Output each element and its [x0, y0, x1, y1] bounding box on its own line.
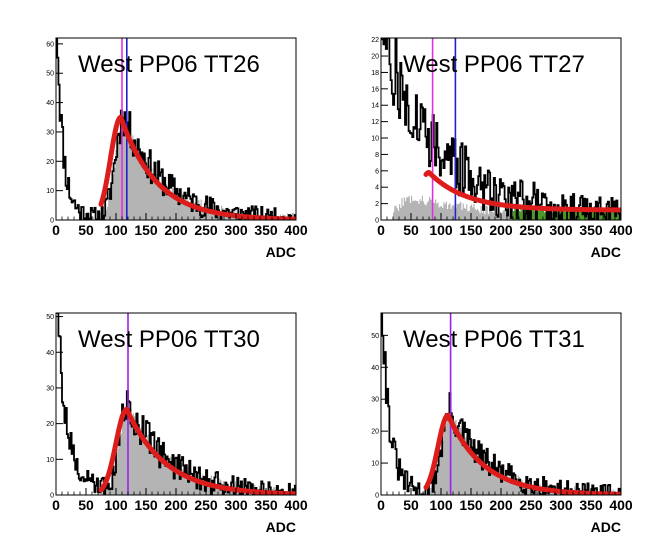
- fit-curve: [98, 406, 296, 495]
- x-tick-label: 350: [579, 497, 603, 513]
- y-tick-label: 20: [46, 159, 54, 166]
- x-tick-label: 50: [78, 222, 94, 238]
- y-tick-label: 20: [371, 54, 379, 61]
- y-tick-label: 2: [375, 201, 379, 208]
- y-tick-label: 40: [371, 365, 379, 372]
- y-tick-label: 0: [50, 218, 54, 225]
- y-tick-label: 50: [46, 71, 54, 78]
- x-tick-label: 350: [254, 222, 278, 238]
- y-tick-label: 20: [371, 429, 379, 436]
- panel-title: West PP06 TT31: [403, 326, 585, 353]
- x-tick-label: 400: [609, 497, 633, 513]
- y-tick-label: 0: [375, 218, 379, 225]
- y-tick-label: 40: [46, 350, 54, 357]
- x-tick-label: 50: [403, 222, 419, 238]
- x-tick-label: 350: [254, 497, 278, 513]
- y-tick-label: 10: [371, 136, 379, 143]
- x-tick-label: 250: [194, 222, 218, 238]
- y-tick-label: 10: [371, 461, 379, 468]
- x-tick-label: 300: [224, 497, 248, 513]
- y-tick-label: 12: [371, 119, 379, 126]
- x-tick-label: 100: [429, 497, 453, 513]
- x-tick-label: 400: [609, 222, 633, 238]
- x-tick-label: 400: [284, 497, 308, 513]
- y-tick-label: 8: [375, 152, 379, 159]
- x-tick-label: 200: [489, 497, 513, 513]
- y-tick-label: 50: [46, 314, 54, 321]
- x-tick-label: 0: [377, 497, 385, 513]
- y-tick-label: 18: [371, 70, 379, 77]
- x-tick-label: 100: [104, 222, 128, 238]
- x-tick-label: 250: [194, 497, 218, 513]
- panel-title: West PP06 TT30: [78, 326, 260, 353]
- x-tick-label: 300: [549, 222, 573, 238]
- fit-curve: [423, 412, 621, 495]
- panel-tt27: 0 50 100 150 200 250 300 350 400 0 2 4 6 8 10 12 14 16 18 2…: [371, 37, 633, 260]
- fit-curve: [98, 114, 296, 220]
- x-tick-label: 150: [134, 222, 158, 238]
- x-tick-label: 150: [459, 222, 483, 238]
- x-tick-label: 250: [519, 497, 543, 513]
- y-tick-label: 22: [371, 37, 379, 44]
- y-tick-label: 10: [46, 188, 54, 195]
- x-tick-label: 50: [78, 497, 94, 513]
- y-tick-label: 30: [46, 129, 54, 136]
- filled-spectrum: [89, 116, 296, 220]
- x-tick-label: 200: [164, 222, 188, 238]
- x-axis-label: ADC: [266, 244, 296, 260]
- x-tick-label: 250: [519, 222, 543, 238]
- x-tick-label: 200: [164, 497, 188, 513]
- x-axis-label: ADC: [591, 244, 621, 260]
- y-tick-label: 4: [375, 185, 379, 192]
- x-tick-label: 0: [52, 497, 60, 513]
- y-tick-label: 30: [46, 385, 54, 392]
- x-tick-label: 150: [134, 497, 158, 513]
- filled-spectrum: [415, 411, 621, 495]
- y-tick-label: 10: [46, 457, 54, 464]
- x-tick-label: 300: [549, 497, 573, 513]
- y-tick-label: 60: [46, 41, 54, 48]
- x-tick-label: 200: [489, 222, 513, 238]
- y-tick-label: 40: [46, 100, 54, 107]
- x-tick-label: 100: [429, 222, 453, 238]
- x-tick-label: 0: [377, 222, 385, 238]
- x-tick-label: 50: [403, 497, 419, 513]
- y-tick-label: 50: [371, 333, 379, 340]
- y-tick-label: 20: [46, 421, 54, 428]
- panel-title: West PP06 TT27: [403, 51, 585, 78]
- filled-spectrum: [92, 402, 296, 495]
- y-tick-label: 16: [371, 86, 379, 93]
- x-tick-label: 350: [579, 222, 603, 238]
- panel-tt30: 0 50 100 150 200 250 300 350 400 0 10 20 30 40 50 West…: [46, 312, 308, 535]
- x-tick-label: 400: [284, 222, 308, 238]
- x-axis-label: ADC: [266, 519, 296, 535]
- panel-tt31: 0 50 100 150 200 250 300 350 400 0 10 20 30 40 50 West…: [371, 312, 633, 535]
- x-tick-label: 0: [52, 222, 60, 238]
- x-tick-label: 150: [459, 497, 483, 513]
- y-tick-label: 14: [371, 103, 379, 110]
- x-tick-label: 100: [104, 497, 128, 513]
- x-tick-label: 300: [224, 222, 248, 238]
- x-axis-label: ADC: [591, 519, 621, 535]
- panel-tt26: 0 50 100 150 200 250 300 350 400 0 10 20 30 40 50 60 We…: [46, 37, 308, 260]
- y-tick-label: 6: [375, 168, 379, 175]
- y-tick-label: 0: [50, 493, 54, 500]
- data-trace: [381, 38, 621, 220]
- y-tick-label: 0: [375, 493, 379, 500]
- y-tick-label: 30: [371, 397, 379, 404]
- data-trace: [56, 38, 296, 220]
- fit-curve: [423, 169, 621, 213]
- panel-title: West PP06 TT26: [78, 51, 260, 78]
